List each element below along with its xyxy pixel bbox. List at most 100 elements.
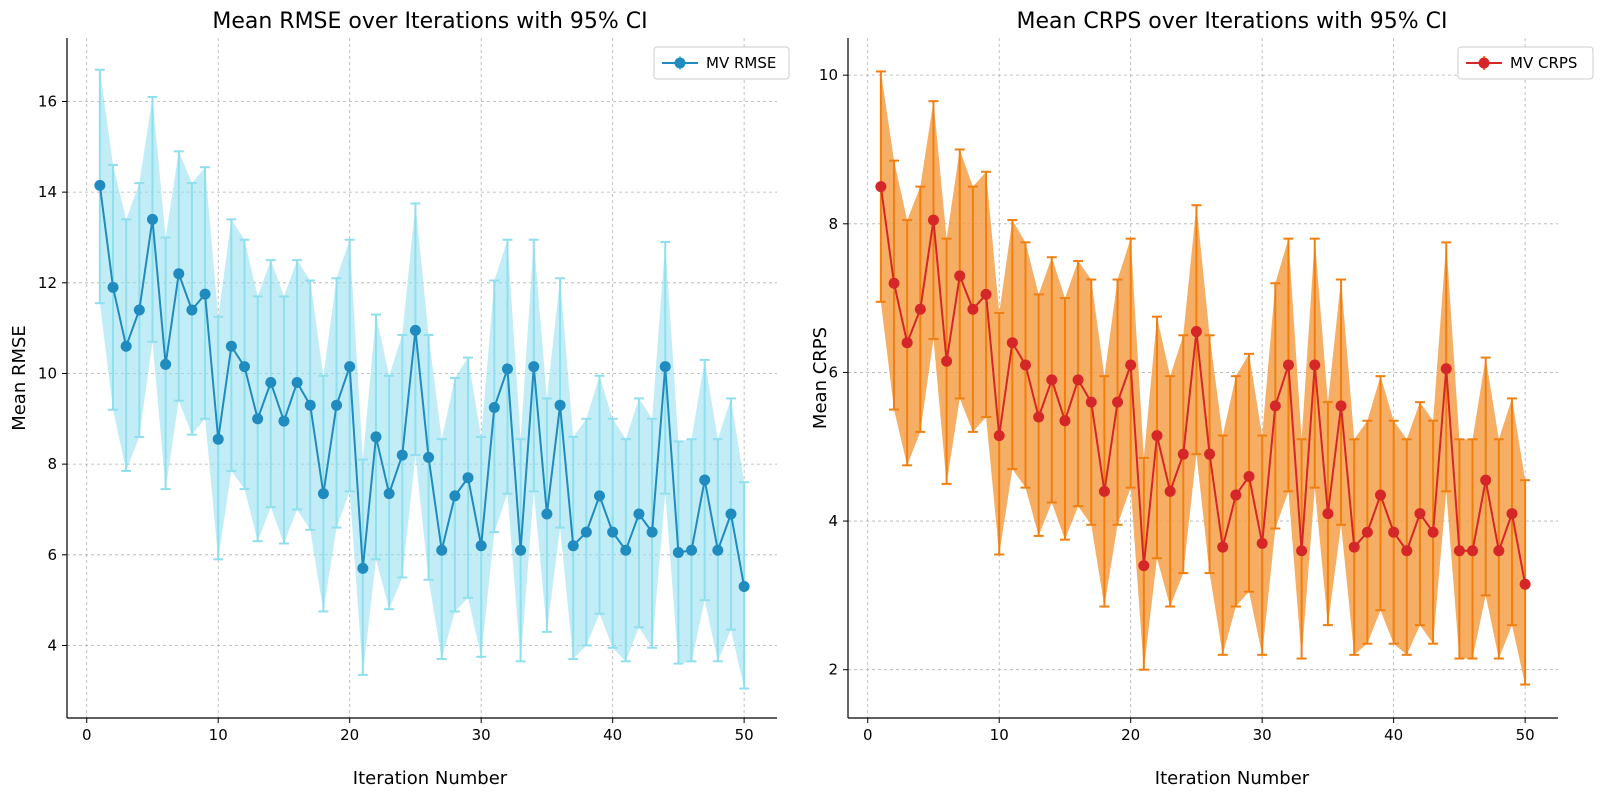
rmse-data-point	[501, 363, 513, 375]
rmse-legend-marker	[674, 57, 686, 69]
rmse-data-point	[672, 547, 684, 559]
rmse-data-point	[396, 449, 408, 461]
rmse-data-point	[357, 562, 369, 574]
rmse-data-point	[554, 399, 566, 411]
rmse-data-point	[370, 431, 382, 443]
rmse-series-line	[98, 185, 746, 587]
rmse-data-point	[488, 401, 500, 413]
crps-legend-frame	[1457, 46, 1594, 80]
rmse-y-tick-label: 4	[47, 636, 57, 654]
rmse-x-tick-label: 50	[735, 726, 754, 744]
rmse-y-tick-label: 8	[47, 455, 57, 473]
crps-data-point	[1151, 430, 1163, 442]
rmse-data-point	[212, 433, 224, 445]
rmse-data-point	[107, 281, 119, 293]
crps-data-point	[1164, 485, 1176, 497]
crps-data-point	[1098, 485, 1110, 497]
crps-data-point	[1006, 337, 1018, 349]
rmse-data-point	[541, 508, 553, 520]
crps-data-points	[875, 181, 1531, 590]
rmse-data-points	[94, 179, 750, 593]
crps-axes	[847, 38, 1558, 719]
crps-data-point	[1361, 526, 1373, 538]
rmse-data-point	[304, 399, 316, 411]
crps-data-point	[1269, 400, 1281, 412]
rmse-data-point	[317, 488, 329, 500]
crps-data-point	[1375, 489, 1386, 501]
rmse-x-tick-label: 40	[603, 726, 622, 744]
rmse-axes	[66, 38, 777, 719]
rmse-x-ticks: 0 10 20 30 40 50	[82, 718, 754, 744]
rmse-data-point	[738, 581, 750, 593]
rmse-x-axis-label: Iteration Number	[353, 768, 508, 789]
rmse-data-point	[278, 415, 290, 427]
crps-data-point	[901, 337, 913, 349]
crps-data-point	[1046, 374, 1058, 386]
crps-data-point	[1217, 541, 1229, 553]
rmse-data-point	[436, 544, 448, 556]
crps-data-point	[1243, 470, 1255, 482]
crps-data-point	[1125, 359, 1137, 371]
crps-legend-marker	[1478, 57, 1490, 69]
crps-chart-title: Mean CRPS over Iterations with 95% CI	[1016, 9, 1447, 34]
rmse-y-tick-label: 6	[47, 546, 57, 564]
crps-x-tick-label: 40	[1384, 726, 1403, 744]
rmse-data-point	[225, 340, 237, 352]
rmse-data-point	[646, 526, 658, 538]
crps-x-ticks: 0 10 20 30 40 50	[863, 718, 1535, 744]
rmse-y-tick-label: 10	[38, 364, 57, 382]
crps-data-point	[1348, 541, 1360, 553]
rmse-legend: MV RMSE	[653, 46, 790, 80]
crps-y-tick-label: 2	[828, 661, 838, 679]
rmse-x-tick-label: 0	[82, 726, 92, 744]
rmse-data-point	[515, 544, 527, 556]
crps-data-point	[1296, 545, 1308, 557]
rmse-x-tick-label: 10	[209, 726, 228, 744]
rmse-data-point	[594, 490, 605, 502]
crps-data-point	[1453, 545, 1465, 557]
crps-x-tick-label: 30	[1253, 726, 1272, 744]
crps-data-point	[1401, 545, 1413, 557]
crps-data-point	[1506, 508, 1518, 520]
crps-data-point	[1519, 578, 1531, 590]
rmse-data-point	[265, 377, 277, 389]
crps-data-point	[927, 214, 939, 226]
crps-data-point	[875, 181, 887, 193]
crps-data-point	[1467, 545, 1479, 557]
crps-data-point	[1493, 545, 1505, 557]
rmse-data-point	[686, 544, 698, 556]
rmse-data-point	[725, 508, 737, 520]
rmse-data-point	[160, 358, 172, 370]
crps-mean-line	[879, 186, 1527, 585]
crps-data-point	[1204, 448, 1216, 460]
crps-data-point	[1322, 508, 1334, 520]
crps-y-tick-label: 6	[828, 363, 838, 381]
rmse-data-point	[580, 526, 592, 538]
rmse-data-point	[409, 324, 421, 336]
crps-data-point	[1480, 474, 1492, 486]
crps-x-axis-label: Iteration Number	[1155, 768, 1310, 789]
rmse-data-point	[633, 508, 645, 520]
crps-data-point	[941, 355, 953, 367]
crps-y-tick-label: 4	[828, 512, 838, 530]
rmse-x-tick-label: 30	[472, 726, 491, 744]
rmse-data-point	[94, 179, 106, 191]
crps-data-point	[1414, 508, 1426, 520]
crps-data-point	[967, 303, 979, 315]
crps-data-point	[1085, 396, 1097, 408]
rmse-data-point	[699, 474, 711, 486]
crps-data-point	[1440, 363, 1452, 375]
crps-data-point	[1177, 448, 1189, 460]
rmse-chart: Mean RMSE over Iterations with 95% CI 0 1…	[9, 9, 790, 789]
rmse-data-point	[620, 544, 632, 556]
rmse-data-point	[252, 413, 264, 425]
crps-x-tick-label: 50	[1516, 726, 1535, 744]
crps-data-point	[1335, 400, 1347, 412]
crps-y-axis-label: Mean CRPS	[810, 327, 831, 429]
crps-x-tick-label: 20	[1121, 726, 1140, 744]
rmse-data-point	[528, 361, 540, 373]
crps-data-point	[1072, 374, 1084, 386]
crps-data-point	[954, 270, 966, 282]
rmse-data-point	[712, 544, 724, 556]
